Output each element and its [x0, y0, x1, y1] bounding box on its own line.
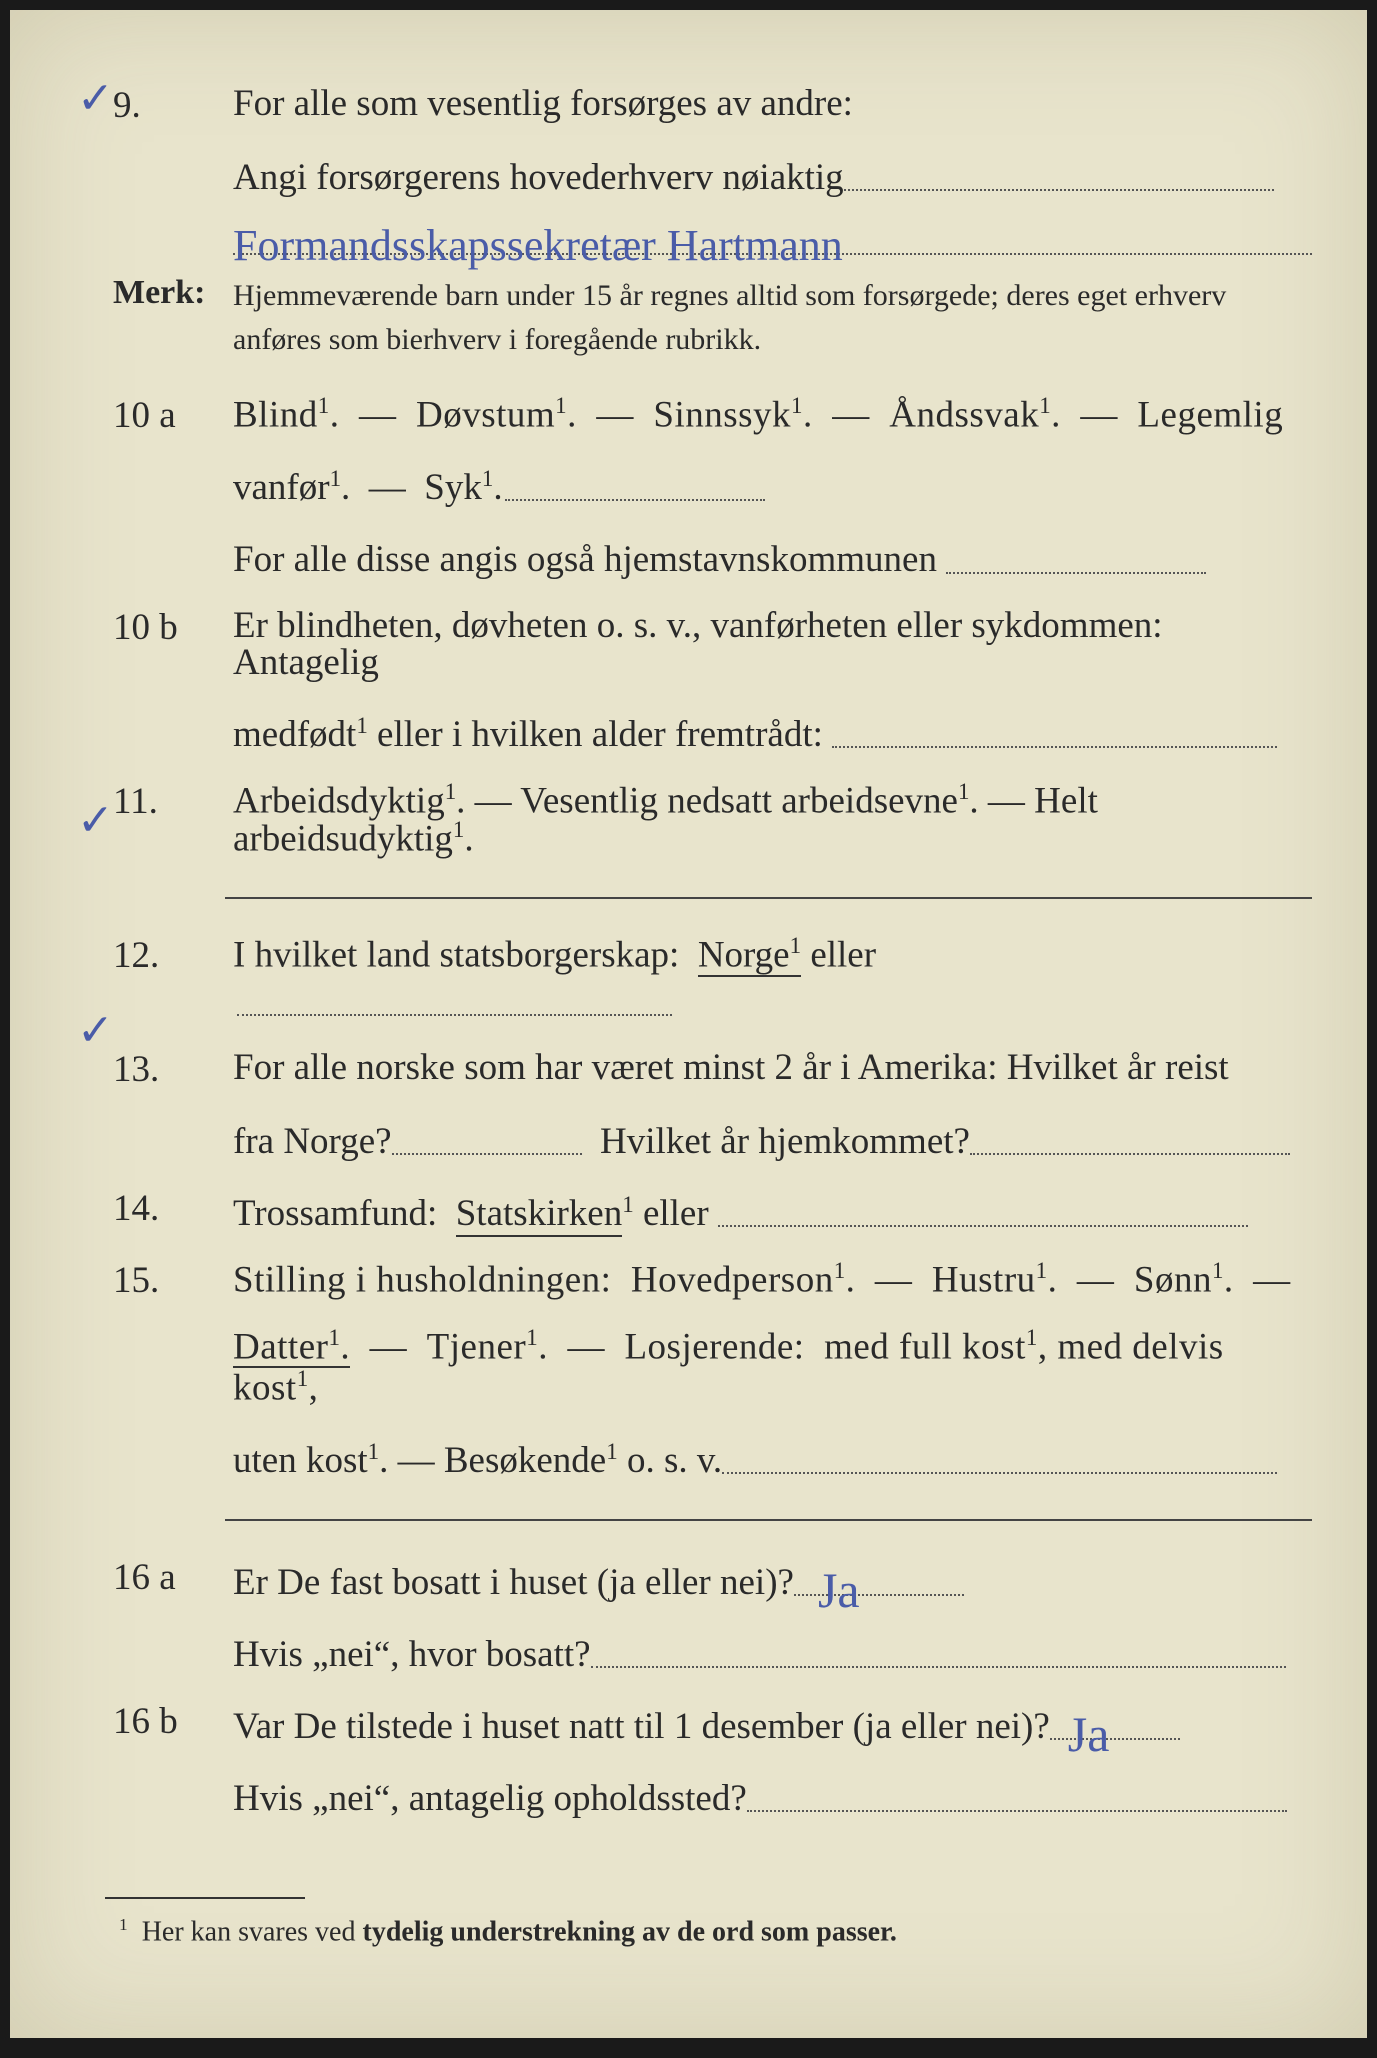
- q9-line1: For alle som vesentlig forsørges av andr…: [233, 85, 1312, 122]
- question-number-14: 14.: [105, 1188, 233, 1227]
- question-number-16b: 16 b: [105, 1701, 233, 1740]
- question-number-11: 11.: [105, 781, 233, 820]
- q15-line3: uten kost1. — Besøkende1 o. s. v.: [233, 1435, 1312, 1479]
- footnote-text: 1 Her kan svares ved tydelig understrekn…: [105, 1915, 1312, 1948]
- merk-text: Hjemmeværende barn under 15 år regnes al…: [233, 274, 1312, 361]
- question-number-12: 12.: [105, 935, 233, 974]
- q10a-line1: Blind1. — Døvstum1. — Sinnssyk1. — Åndss…: [233, 395, 1312, 433]
- question-number-13: 13.: [105, 1049, 233, 1088]
- q15-line1: Stilling i husholdningen: Hovedperson1. …: [233, 1260, 1312, 1298]
- q9-line2: Angi forsørgerens hovederhverv nøiaktig: [233, 152, 1312, 196]
- question-number-10b: 10 b: [105, 607, 233, 646]
- q16b-line2: Hvis „nei“, antagelig opholdssted?: [233, 1773, 1312, 1817]
- q9-answer-line: Formandsskapssekretær Hartmann: [233, 216, 1312, 260]
- merk-label: Merk:: [105, 274, 233, 310]
- q10b-line2: medfødt1 eller i hvilken alder fremtrådt…: [233, 709, 1312, 753]
- section-divider-1: [225, 897, 1312, 899]
- q16a-line2: Hvis „nei“, hvor bosatt?: [233, 1629, 1312, 1673]
- q13-line2: fra Norge? Hvilket år hjemkommet?: [233, 1116, 1312, 1160]
- q16a-handwritten-answer: Ja: [818, 1565, 860, 1600]
- footnote-rule: [105, 1897, 305, 1899]
- q12-line: I hvilket land statsborgerskap: Norge1 e…: [233, 935, 1312, 1020]
- section-divider-2: [225, 1519, 1312, 1521]
- q10a-line3: For alle disse angis også hjemstavnskomm…: [233, 534, 1312, 578]
- q14-line: Trossamfund: Statskirken1 eller: [233, 1188, 1312, 1232]
- question-number-16a: 16 a: [105, 1557, 233, 1596]
- q15-line2: Datter1. — Tjener1. — Losjerende: med fu…: [233, 1327, 1312, 1407]
- q9-handwritten-answer: Formandsskapssekretær Hartmann: [233, 224, 843, 255]
- q13-line1: For alle norske som har været minst 2 år…: [233, 1049, 1312, 1086]
- q16a-line1: Er De fast bosatt i huset (ja eller nei)…: [233, 1557, 1312, 1601]
- question-number-15: 15.: [105, 1260, 233, 1299]
- q10b-line1: Er blindheten, døvheten o. s. v., vanfør…: [233, 607, 1312, 681]
- q16b-line1: Var De tilstede i huset natt til 1 desem…: [233, 1701, 1312, 1745]
- question-number-10a: 10 a: [105, 395, 233, 434]
- checkmark-q9: ✓: [77, 73, 114, 124]
- q10a-line2: vanfør1. — Syk1.: [233, 462, 1312, 506]
- q16b-handwritten-answer: Ja: [1068, 1709, 1110, 1744]
- q11-line1: Arbeidsdyktig1. — Vesentlig nedsatt arbe…: [233, 781, 1312, 858]
- checkmark-q12: ✓: [77, 795, 114, 846]
- question-number-9: 9.: [105, 85, 233, 124]
- checkmark-q14: ✓: [77, 1005, 114, 1056]
